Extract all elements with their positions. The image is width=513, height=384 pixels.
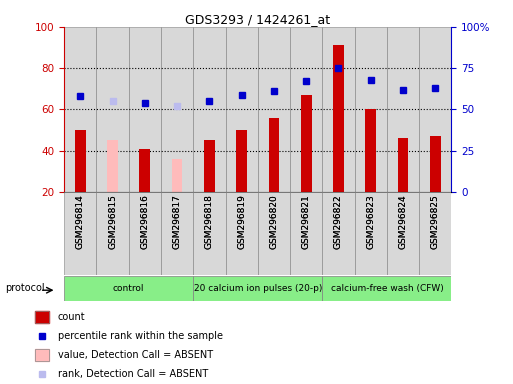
Bar — [193, 27, 226, 192]
Text: GSM296816: GSM296816 — [141, 194, 149, 249]
Bar — [161, 192, 193, 275]
Bar — [96, 27, 129, 192]
Bar — [64, 276, 193, 301]
Bar — [193, 192, 226, 275]
Text: GSM296816: GSM296816 — [141, 194, 149, 249]
Bar — [236, 130, 247, 192]
Bar — [322, 276, 451, 301]
Text: rank, Detection Call = ABSENT: rank, Detection Call = ABSENT — [58, 369, 208, 379]
Bar — [322, 192, 354, 275]
Text: GSM296821: GSM296821 — [302, 194, 311, 249]
Text: 20 calcium ion pulses (20-p): 20 calcium ion pulses (20-p) — [193, 285, 322, 293]
Bar — [204, 141, 215, 192]
Text: calcium-free wash (CFW): calcium-free wash (CFW) — [330, 285, 443, 293]
Bar — [35, 349, 49, 361]
Bar — [226, 192, 258, 275]
Bar — [430, 136, 441, 192]
Bar — [290, 192, 322, 275]
Bar — [107, 141, 118, 192]
Bar — [419, 192, 451, 275]
Bar — [64, 27, 96, 192]
Bar — [387, 27, 419, 192]
Text: GSM296823: GSM296823 — [366, 194, 375, 249]
Bar — [258, 192, 290, 275]
Bar — [301, 95, 311, 192]
Text: GSM296814: GSM296814 — [76, 194, 85, 249]
Text: control: control — [113, 285, 145, 293]
Text: GSM296820: GSM296820 — [269, 194, 279, 249]
Text: value, Detection Call = ABSENT: value, Detection Call = ABSENT — [58, 350, 213, 360]
Bar — [35, 311, 49, 323]
Bar — [96, 192, 129, 275]
Text: GSM296819: GSM296819 — [237, 194, 246, 249]
Text: count: count — [58, 312, 85, 322]
Bar — [322, 27, 354, 192]
Bar — [161, 27, 193, 192]
Bar — [258, 27, 290, 192]
Text: protocol: protocol — [5, 283, 45, 293]
Bar — [387, 192, 419, 275]
Bar — [333, 45, 344, 192]
Bar — [172, 159, 183, 192]
Text: GSM296818: GSM296818 — [205, 194, 214, 249]
Text: GSM296824: GSM296824 — [399, 194, 407, 249]
Text: GSM296825: GSM296825 — [431, 194, 440, 249]
Title: GDS3293 / 1424261_at: GDS3293 / 1424261_at — [185, 13, 330, 26]
Bar — [365, 109, 376, 192]
Text: percentile rank within the sample: percentile rank within the sample — [58, 331, 223, 341]
Bar — [35, 311, 49, 323]
Text: GSM296818: GSM296818 — [205, 194, 214, 249]
Text: GSM296825: GSM296825 — [431, 194, 440, 249]
Bar — [193, 276, 322, 301]
Bar — [354, 192, 387, 275]
Bar — [140, 149, 150, 192]
Text: GSM296815: GSM296815 — [108, 194, 117, 249]
Text: GSM296822: GSM296822 — [334, 194, 343, 249]
Bar — [129, 192, 161, 275]
Text: GSM296820: GSM296820 — [269, 194, 279, 249]
Bar — [35, 349, 49, 361]
Text: GSM296817: GSM296817 — [172, 194, 182, 249]
Text: GSM296815: GSM296815 — [108, 194, 117, 249]
Text: GSM296822: GSM296822 — [334, 194, 343, 249]
Bar — [354, 27, 387, 192]
Bar — [75, 130, 86, 192]
Bar — [64, 192, 96, 275]
Bar — [419, 27, 451, 192]
Bar — [129, 27, 161, 192]
Bar — [290, 27, 322, 192]
Text: GSM296814: GSM296814 — [76, 194, 85, 249]
Bar — [226, 27, 258, 192]
Text: GSM296823: GSM296823 — [366, 194, 375, 249]
Bar — [269, 118, 279, 192]
Text: GSM296821: GSM296821 — [302, 194, 311, 249]
Bar — [398, 138, 408, 192]
Text: GSM296817: GSM296817 — [172, 194, 182, 249]
Text: GSM296824: GSM296824 — [399, 194, 407, 249]
Text: GSM296819: GSM296819 — [237, 194, 246, 249]
